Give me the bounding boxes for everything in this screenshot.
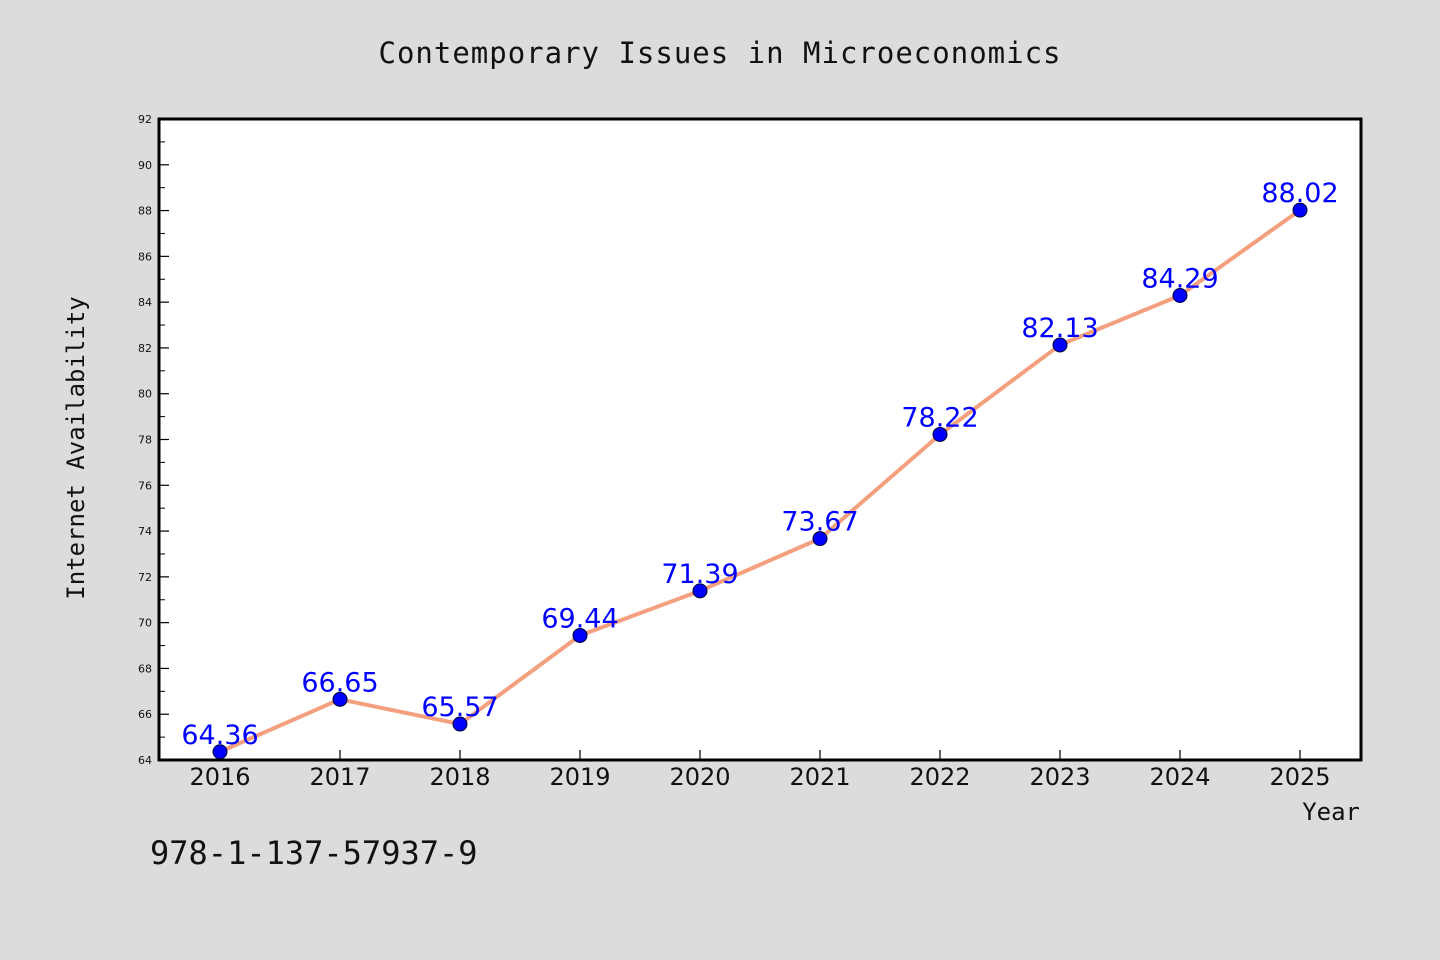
x-tick-label-2019: 2019 bbox=[549, 763, 610, 791]
chart-title: Contemporary Issues in Microeconomics bbox=[378, 36, 1061, 70]
data-label-2017: 66.65 bbox=[301, 667, 378, 698]
data-labels: 64.36 66.65 65.57 69.44 71.39 73.67 78.22 82.13… bbox=[181, 178, 1338, 751]
data-label-2019: 69.44 bbox=[541, 603, 618, 634]
y-tick-label: 88 bbox=[138, 205, 152, 218]
data-point-2019 bbox=[572, 627, 588, 643]
y-tick-label: 78 bbox=[138, 434, 152, 447]
data-label-2022: 78.22 bbox=[901, 402, 978, 433]
y-tick-label: 84 bbox=[138, 296, 152, 309]
x-tick-label-2024: 2024 bbox=[1149, 763, 1210, 791]
y-tick-label: 80 bbox=[138, 388, 152, 401]
y-tick-label: 82 bbox=[138, 342, 152, 355]
data-label-2021: 73.67 bbox=[781, 507, 858, 538]
data-point-2024 bbox=[1172, 288, 1188, 304]
y-tick-label: 66 bbox=[138, 708, 152, 721]
data-point-2021 bbox=[812, 531, 828, 547]
y-tick-label: 70 bbox=[138, 617, 152, 630]
y-tick-label: 90 bbox=[138, 159, 152, 172]
data-point-2016 bbox=[212, 744, 228, 760]
x-axis-ticks: 2016 2017 2018 2019 2020 2021 2022 2023 2024 2025 bbox=[189, 750, 1331, 791]
y-axis-label: Internet Availability bbox=[62, 296, 90, 599]
data-markers bbox=[212, 202, 1308, 760]
y-tick-label: 72 bbox=[138, 571, 152, 584]
x-axis-label: Year bbox=[1302, 798, 1360, 826]
data-point-2018 bbox=[452, 716, 468, 732]
data-label-2025: 88.02 bbox=[1261, 178, 1338, 209]
series-line bbox=[219, 208, 1302, 754]
data-point-2020 bbox=[692, 583, 708, 599]
data-label-2024: 84.29 bbox=[1141, 264, 1218, 295]
y-axis-ticks: 64 66 68 70 72 74 76 78 80 82 84 86 88 90 92 bbox=[138, 113, 169, 767]
x-tick-label-2021: 2021 bbox=[789, 763, 850, 791]
x-tick-label-2022: 2022 bbox=[909, 763, 970, 791]
y-tick-label: 74 bbox=[138, 525, 152, 538]
data-label-2020: 71.39 bbox=[661, 559, 738, 590]
x-tick-label-2016: 2016 bbox=[189, 763, 250, 791]
data-point-2017 bbox=[332, 691, 348, 707]
y-tick-label: 64 bbox=[138, 754, 152, 767]
x-tick-label-2025: 2025 bbox=[1269, 763, 1330, 791]
data-label-2018: 65.57 bbox=[421, 692, 498, 723]
data-point-2025 bbox=[1292, 202, 1308, 218]
data-point-2022 bbox=[932, 426, 948, 442]
y-tick-label: 86 bbox=[138, 250, 152, 263]
y-tick-label: 76 bbox=[138, 479, 152, 492]
data-label-2016: 64.36 bbox=[181, 720, 258, 751]
plot-area bbox=[157, 117, 1363, 762]
data-point-2023 bbox=[1052, 337, 1068, 353]
x-tick-label-2023: 2023 bbox=[1029, 763, 1090, 791]
footnote-isbn: 978-1-137-57937-9 bbox=[150, 834, 478, 872]
data-label-2023: 82.13 bbox=[1021, 313, 1098, 344]
x-tick-label-2018: 2018 bbox=[429, 763, 490, 791]
y-tick-label: 68 bbox=[138, 662, 152, 675]
y-tick-label: 92 bbox=[138, 113, 152, 126]
x-tick-label-2020: 2020 bbox=[669, 763, 730, 791]
x-tick-label-2017: 2017 bbox=[309, 763, 370, 791]
